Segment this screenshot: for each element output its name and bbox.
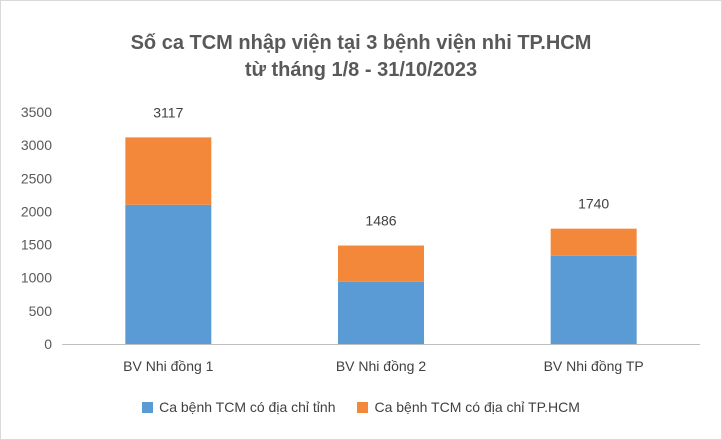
x-axis: BV Nhi đồng 1 BV Nhi đồng 2 BV Nhi đồng TP [62, 344, 700, 374]
bars: 3117 1486 1740 [125, 104, 637, 344]
y-tick-label: 1000 [21, 270, 52, 286]
legend-item-province: Ca bệnh TCM có địa chỉ tỉnh [142, 399, 335, 415]
legend-label-hcmc: Ca bệnh TCM có địa chỉ TP.HCM [374, 399, 580, 415]
bar-segment-province-2 [338, 281, 424, 344]
bar-segment-hcmc-2 [338, 245, 424, 282]
y-tick-label: 2500 [21, 170, 52, 186]
total-label-2: 1486 [365, 212, 396, 228]
legend-item-hcmc: Ca bệnh TCM có địa chỉ TP.HCM [357, 399, 580, 415]
chart-subtitle: từ tháng 1/8 - 31/10/2023 [244, 59, 478, 81]
y-tick-label: 1500 [21, 237, 52, 253]
legend: Ca bệnh TCM có địa chỉ tỉnh Ca bệnh TCM … [0, 399, 722, 415]
bar-segment-province-3 [550, 255, 637, 344]
total-label-3: 1740 [578, 196, 609, 212]
y-tick-label: 3000 [21, 137, 52, 153]
total-label-1: 3117 [153, 104, 183, 120]
category-label-3: BV Nhi đồng TP [544, 358, 644, 374]
category-label-1: BV Nhi đồng 1 [123, 358, 213, 374]
chart-title: Số ca TCM nhập viện tại 3 bệnh viện nhi … [130, 32, 592, 54]
y-tick-label: 2000 [21, 203, 52, 219]
legend-swatch-province [142, 401, 154, 413]
bar-segment-hcmc-1 [125, 137, 212, 205]
y-tick-label: 3500 [21, 104, 52, 120]
category-label-2: BV Nhi đồng 2 [336, 358, 426, 374]
y-axis: 0 500 1000 1500 2000 2500 3000 3500 [21, 104, 52, 352]
legend-label-province: Ca bệnh TCM có địa chỉ tỉnh [159, 399, 336, 415]
bar-segment-hcmc-3 [550, 228, 637, 256]
y-tick-label: 500 [29, 303, 53, 319]
legend-swatch-hcmc [357, 401, 369, 413]
y-tick-label: 0 [44, 336, 52, 352]
bar-segment-province-1 [125, 204, 212, 344]
